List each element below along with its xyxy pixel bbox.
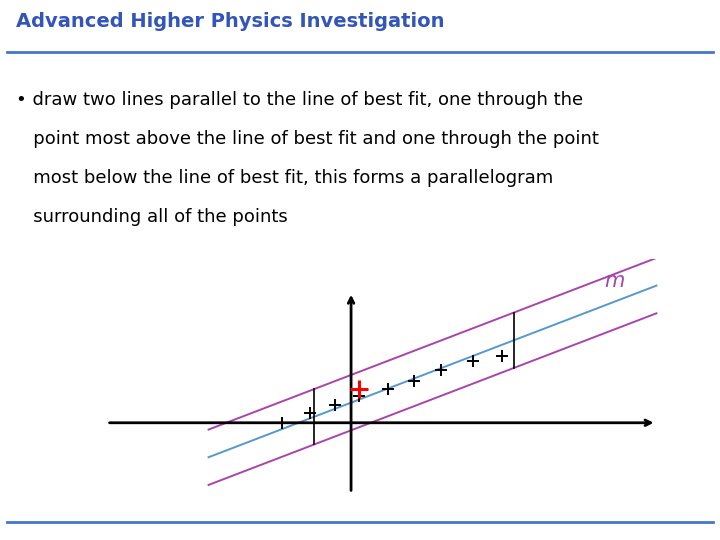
Text: Advanced Higher Physics Investigation: Advanced Higher Physics Investigation [16, 12, 444, 31]
Text: • draw two lines parallel to the line of best fit, one through the: • draw two lines parallel to the line of… [16, 91, 583, 109]
Text: surrounding all of the points: surrounding all of the points [16, 208, 287, 226]
Text: $m$: $m$ [603, 272, 624, 292]
Text: point most above the line of best fit and one through the point: point most above the line of best fit an… [16, 130, 599, 148]
Text: most below the line of best fit, this forms a parallelogram: most below the line of best fit, this fo… [16, 169, 553, 187]
